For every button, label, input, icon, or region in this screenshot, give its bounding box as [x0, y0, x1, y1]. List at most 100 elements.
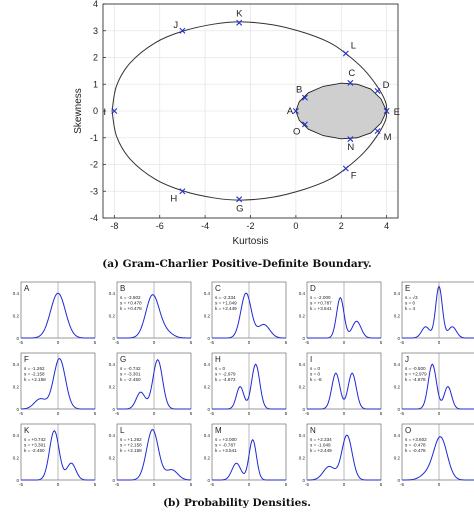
point-label: F [351, 171, 357, 182]
x-tick-label: 0 [438, 340, 441, 345]
x-tick-label: -5 [19, 340, 23, 345]
density-curve [401, 436, 474, 481]
caption-a-tag: (a) [102, 258, 120, 270]
y-tick-label: 0.2 [204, 314, 211, 319]
panel-param: s = 0 [405, 301, 416, 306]
x-tick-label: -5 [115, 482, 119, 487]
x-tick-label: 0 [438, 411, 441, 416]
panel-param: s = -3.301 [120, 372, 141, 377]
panel-param: s = +1.262 [120, 437, 142, 442]
panel-label: H [215, 355, 221, 364]
density-curve [212, 363, 286, 410]
y-tick-label: 0.4 [109, 433, 116, 438]
y-tick-label: 0 [302, 336, 305, 341]
panel-param: s = +0.787 [310, 301, 332, 306]
y-tick-label: 0 [207, 407, 210, 412]
y-tick-label: 0.4 [394, 291, 401, 296]
x-tick-label: -5 [400, 482, 404, 487]
y-tick-label: -1 [90, 133, 98, 143]
y-tick-label: 1 [93, 79, 98, 89]
x-tick-label: -5 [19, 482, 23, 487]
y-tick-label: 0 [302, 478, 305, 483]
y-tick-label: 0.2 [394, 385, 401, 390]
x-tick-label: -5 [400, 411, 404, 416]
y-tick-label: 2 [93, 53, 98, 63]
y-tick-label: 0 [302, 407, 305, 412]
marker-stroke [236, 19, 243, 26]
y-tick-label: 0 [112, 407, 115, 412]
panel-label: I [310, 355, 312, 364]
x-tick-label: -5 [115, 340, 119, 345]
y-tick-label: 0.2 [299, 314, 306, 319]
panel-label: G [120, 355, 126, 364]
panel-param: s = +3.602 [405, 437, 427, 442]
panel-label: A [24, 284, 30, 293]
x-tick-label: 5 [285, 340, 288, 345]
panel-label: J [405, 355, 409, 364]
y-tick-label: 0 [112, 336, 115, 341]
y-tick-label: 0.2 [13, 456, 20, 461]
panel-param: s = -0.787 [215, 443, 236, 448]
density-curve [307, 372, 381, 410]
density-curve [21, 430, 95, 481]
x-tick-label: -2 [246, 221, 254, 231]
panel-param: s = -0.742 [120, 366, 141, 371]
y-tick-label: 0 [16, 407, 19, 412]
marker-stroke [179, 27, 186, 34]
marker-stroke [374, 87, 381, 94]
x-tick-label: 0 [343, 340, 346, 345]
y-tick-label: 0.4 [299, 291, 306, 296]
point-label: G [236, 203, 243, 214]
y-tick-label: 0 [16, 478, 19, 483]
marker-stroke [111, 108, 118, 114]
density-curve [117, 359, 191, 410]
panel-label: E [405, 284, 410, 293]
point-label: D [383, 80, 390, 91]
x-tick-label: 0 [57, 411, 60, 416]
point-g [236, 196, 243, 203]
marker-stroke [179, 188, 186, 195]
panel-param: s = -0.478 [405, 443, 426, 448]
panel-param: s = 0 [215, 366, 226, 371]
y-tick-label: 0.2 [204, 456, 211, 461]
panel-label: N [310, 426, 316, 435]
x-tick-label: 0 [153, 411, 156, 416]
panel-param: s = +0.478 [120, 301, 142, 306]
marker-stroke [301, 94, 308, 101]
panel-label: K [24, 426, 30, 435]
y-tick-label: 0.4 [204, 433, 211, 438]
point-label: H [170, 193, 177, 204]
panel-label: L [120, 426, 125, 435]
caption-b-text: Probability Densities. [184, 497, 311, 509]
y-tick-label: 0.4 [299, 362, 306, 367]
panel-param: k = +3.541 [310, 306, 332, 311]
panel-label: M [215, 426, 222, 435]
point-m [374, 128, 381, 135]
marker-stroke [347, 136, 354, 143]
marker-stroke [301, 121, 308, 128]
panel-param: s = +2.979 [405, 372, 427, 377]
y-tick-label: 0 [16, 336, 19, 341]
y-tick-label: 0.4 [13, 433, 20, 438]
panel-param: s = +2.334 [310, 437, 332, 442]
density-panel-e: 0.40.20-505Es = √3s = 0k = 4 [394, 281, 474, 345]
x-tick-label: 0 [438, 482, 441, 487]
panel-param: k = +2.158 [24, 377, 46, 382]
point-d [374, 87, 381, 94]
x-tick-label: -5 [305, 482, 309, 487]
density-panel-a: 0.40.20-5 0 5A [13, 281, 97, 345]
panel-label: O [405, 426, 411, 435]
caption-b-tag: (b) [163, 497, 181, 509]
y-tick-label: 0.2 [204, 385, 211, 390]
x-tick-label: 4 [384, 221, 389, 231]
panel-param: s = 0 [310, 372, 321, 377]
panel-param: k = -2.450 [24, 448, 45, 453]
y-tick-label: 0.4 [394, 433, 401, 438]
x-tick-label: 0 [57, 482, 60, 487]
density-curve [212, 438, 286, 481]
